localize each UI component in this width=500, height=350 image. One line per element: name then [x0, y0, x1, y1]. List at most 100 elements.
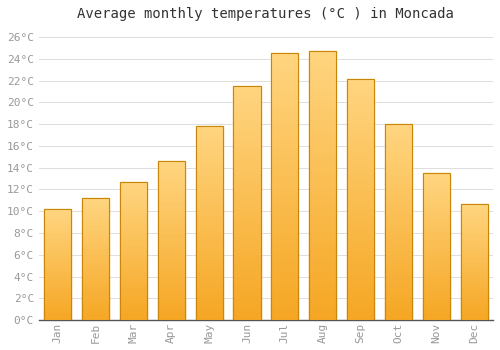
Bar	[120, 230, 147, 232]
Bar	[309, 304, 336, 307]
Bar	[44, 281, 72, 282]
Bar	[385, 163, 412, 165]
Bar	[460, 227, 488, 228]
Bar	[44, 265, 72, 266]
Bar	[271, 102, 298, 104]
Bar	[196, 307, 223, 308]
Bar	[385, 277, 412, 279]
Bar	[385, 265, 412, 267]
Bar	[44, 288, 72, 289]
Bar	[460, 244, 488, 245]
Bar	[347, 293, 374, 296]
Bar	[158, 275, 185, 277]
Bar	[385, 244, 412, 246]
Bar	[271, 54, 298, 320]
Bar	[422, 298, 450, 300]
Bar	[460, 257, 488, 258]
Bar	[82, 260, 109, 261]
Bar	[196, 183, 223, 184]
Bar	[196, 281, 223, 283]
Bar	[120, 220, 147, 222]
Bar	[422, 244, 450, 245]
Bar	[309, 317, 336, 320]
Bar	[158, 247, 185, 248]
Bar	[44, 217, 72, 218]
Bar	[271, 166, 298, 168]
Bar	[385, 126, 412, 128]
Bar	[385, 216, 412, 218]
Bar	[120, 290, 147, 291]
Bar	[44, 301, 72, 302]
Bar	[309, 258, 336, 261]
Bar	[422, 214, 450, 216]
Bar	[158, 206, 185, 207]
Bar	[196, 167, 223, 169]
Bar	[422, 316, 450, 317]
Bar	[385, 142, 412, 144]
Bar	[422, 205, 450, 207]
Bar	[234, 96, 260, 98]
Bar	[158, 233, 185, 234]
Bar	[309, 135, 336, 137]
Bar	[422, 245, 450, 247]
Bar	[422, 239, 450, 241]
Bar	[196, 243, 223, 245]
Bar	[196, 188, 223, 190]
Bar	[347, 156, 374, 158]
Bar	[158, 191, 185, 193]
Bar	[82, 215, 109, 216]
Bar	[347, 134, 374, 136]
Bar	[271, 83, 298, 85]
Bar	[271, 283, 298, 285]
Bar	[120, 214, 147, 215]
Bar	[196, 279, 223, 281]
Bar	[158, 295, 185, 296]
Bar	[196, 198, 223, 200]
Bar	[385, 179, 412, 181]
Bar	[460, 284, 488, 285]
Bar	[82, 218, 109, 219]
Bar	[460, 318, 488, 319]
Bar	[460, 277, 488, 278]
Bar	[158, 218, 185, 220]
Bar	[196, 310, 223, 312]
Bar	[460, 248, 488, 249]
Bar	[271, 112, 298, 115]
Bar	[158, 193, 185, 195]
Bar	[158, 315, 185, 317]
Bar	[422, 235, 450, 236]
Bar	[460, 315, 488, 316]
Bar	[82, 304, 109, 306]
Bar	[120, 238, 147, 240]
Bar	[309, 231, 336, 234]
Bar	[158, 195, 185, 196]
Bar	[158, 318, 185, 320]
Bar	[309, 191, 336, 194]
Bar	[82, 308, 109, 309]
Bar	[196, 219, 223, 221]
Bar	[347, 103, 374, 105]
Bar	[196, 181, 223, 183]
Bar	[158, 199, 185, 201]
Bar	[196, 177, 223, 178]
Bar	[309, 57, 336, 60]
Bar	[82, 258, 109, 259]
Bar	[234, 250, 260, 252]
Bar	[234, 203, 260, 205]
Bar	[460, 258, 488, 259]
Bar	[347, 117, 374, 120]
Bar	[234, 292, 260, 294]
Bar	[82, 214, 109, 215]
Bar	[158, 282, 185, 284]
Bar	[347, 247, 374, 250]
Bar	[347, 274, 374, 276]
Bar	[271, 168, 298, 171]
Bar	[385, 144, 412, 146]
Bar	[347, 173, 374, 175]
Bar	[158, 292, 185, 293]
Bar	[158, 299, 185, 301]
Bar	[347, 310, 374, 313]
Bar	[460, 243, 488, 244]
Bar	[234, 306, 260, 308]
Bar	[422, 179, 450, 181]
